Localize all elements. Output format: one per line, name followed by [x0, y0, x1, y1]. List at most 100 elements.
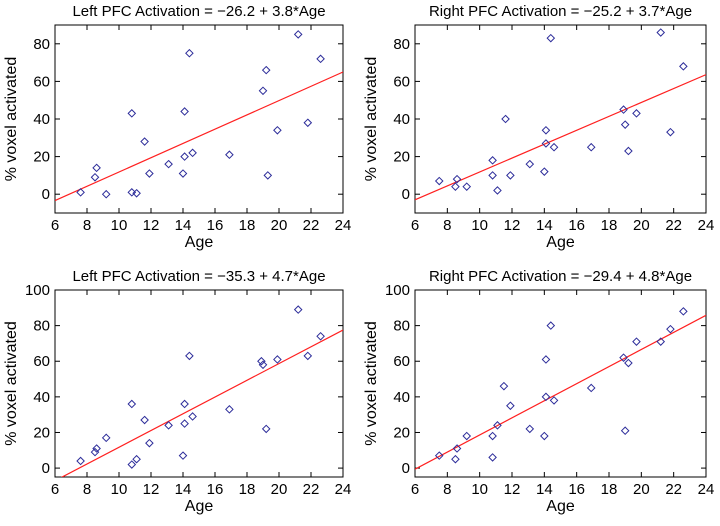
x-tick-label: 12	[143, 481, 160, 498]
data-point	[263, 171, 273, 180]
data-point	[488, 171, 497, 180]
data-point	[140, 415, 149, 425]
x-tick-label: 6	[411, 217, 419, 234]
y-tick-label: 0	[402, 460, 410, 477]
x-tick-label: 14	[175, 217, 192, 234]
x-tick-label: 20	[633, 217, 650, 234]
regression-line	[55, 71, 343, 202]
y-axis-label: % voxel activated	[363, 321, 380, 446]
x-tick-label: 16	[568, 217, 585, 234]
data-point	[261, 65, 271, 75]
x-tick-label: 24	[698, 217, 715, 234]
x-tick-label: 22	[665, 217, 682, 234]
data-point	[101, 433, 111, 443]
plot-frame	[414, 24, 707, 214]
y-tick-label: 40	[33, 389, 50, 406]
data-point	[303, 118, 313, 128]
x-tick-label: 12	[504, 481, 521, 498]
data-point	[452, 174, 462, 184]
data-point	[506, 171, 515, 180]
data-point	[493, 421, 502, 430]
data-point	[546, 321, 556, 330]
chart-panel-3: 6 8 10 12 14 16 18 20 22 24 0 20 40 60 80 100 Left PFC A…	[3, 268, 351, 515]
chart-title: Left PFC Activation = −26.2 + 3.8*Age	[72, 3, 325, 20]
data-point	[493, 186, 502, 195]
data-point	[257, 356, 266, 366]
data-point	[620, 120, 630, 129]
x-tick-label: 22	[303, 481, 320, 498]
chart-title: Left PFC Activation = −35.3 + 4.7*Age	[72, 268, 325, 285]
y-tick-label: 20	[33, 149, 50, 166]
data-point	[316, 331, 325, 341]
x-tick-label: 10	[471, 481, 488, 498]
data-point	[546, 33, 556, 43]
x-tick-label: 14	[175, 481, 192, 498]
data-point	[619, 105, 628, 114]
data-point	[586, 142, 596, 152]
data-point	[180, 399, 189, 409]
x-tick-label: 16	[207, 217, 224, 234]
plot-frame	[54, 289, 344, 478]
data-point	[452, 444, 462, 453]
data-point	[188, 148, 197, 158]
data-point	[666, 127, 675, 137]
data-point	[488, 431, 497, 441]
x-tick-label: 10	[111, 217, 128, 234]
x-tick-label: 12	[504, 217, 521, 234]
data-point	[178, 451, 188, 460]
data-point	[451, 454, 460, 464]
y-tick-label: 40	[33, 111, 50, 128]
data-point	[164, 421, 173, 430]
data-point	[127, 399, 137, 409]
data-point	[180, 107, 189, 116]
x-tick-label: 22	[303, 217, 320, 234]
data-point	[132, 454, 141, 464]
data-point	[540, 431, 549, 441]
x-tick-label: 8	[443, 217, 451, 234]
data-point	[293, 30, 303, 39]
y-tick-label: 60	[393, 353, 410, 370]
chart-panel-2: 6 8 10 12 14 16 18 20 22 24 0 20 40 60 80 Right PFC Act…	[363, 3, 714, 251]
data-point	[145, 438, 154, 448]
data-point	[488, 156, 497, 165]
data-point	[666, 324, 675, 334]
data-point	[656, 28, 666, 37]
x-tick-label: 18	[601, 481, 618, 498]
y-axis-label: % voxel activated	[3, 57, 20, 182]
data-point	[679, 307, 688, 316]
x-tick-label: 18	[601, 217, 618, 234]
x-axis-label: Age	[185, 234, 214, 251]
y-tick-label: 0	[42, 460, 50, 477]
data-point	[620, 426, 630, 436]
data-point	[541, 125, 551, 135]
data-point	[180, 152, 189, 161]
data-point	[316, 54, 325, 64]
y-tick-label: 80	[33, 36, 50, 53]
y-tick-label: 20	[393, 424, 410, 441]
data-point	[188, 412, 197, 421]
data-point	[619, 353, 628, 362]
data-point	[127, 188, 137, 197]
data-point	[434, 451, 444, 460]
x-tick-label: 6	[51, 217, 59, 234]
data-point	[499, 381, 509, 391]
plot-frame	[54, 24, 344, 214]
data-point	[451, 182, 460, 191]
y-tick-label: 0	[42, 186, 50, 203]
y-axis-label: % voxel activated	[3, 321, 20, 446]
x-tick-label: 14	[536, 481, 553, 498]
data-point	[92, 444, 101, 453]
data-point	[145, 169, 154, 178]
y-tick-label: 80	[393, 36, 410, 53]
plot-frame	[414, 289, 707, 478]
data-point	[185, 351, 194, 361]
data-point	[225, 405, 234, 414]
regression-line	[415, 74, 706, 201]
data-point	[303, 351, 313, 361]
x-tick-label: 16	[568, 481, 585, 498]
y-tick-label: 0	[402, 186, 410, 203]
x-axis-label: Age	[185, 498, 214, 515]
data-point	[656, 337, 666, 346]
data-point	[624, 358, 633, 368]
